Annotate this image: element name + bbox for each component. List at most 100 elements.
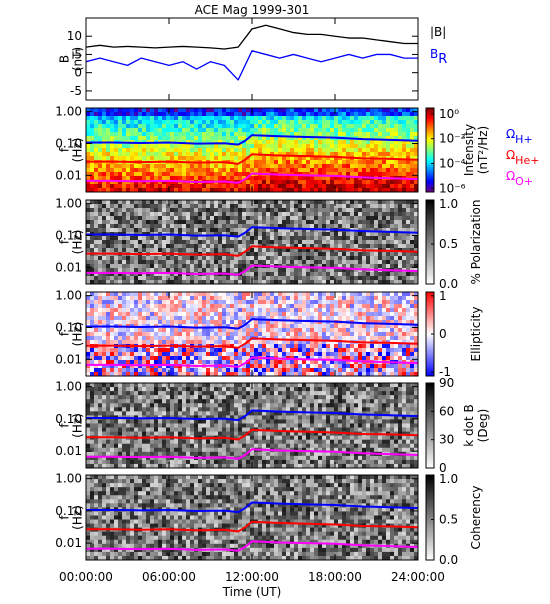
spectrogram-cell bbox=[274, 352, 278, 356]
spectrogram-cell bbox=[142, 228, 146, 232]
spectrogram-cell bbox=[130, 276, 134, 280]
spectrogram-cell bbox=[186, 276, 190, 280]
spectrogram-cell bbox=[158, 240, 162, 244]
spectrogram-cell bbox=[310, 368, 314, 372]
spectrogram-cell bbox=[110, 348, 114, 352]
spectrogram-cell bbox=[302, 308, 306, 312]
spectrogram-cell bbox=[330, 260, 334, 264]
spectrogram-cell bbox=[130, 200, 134, 204]
spectrogram-cell bbox=[294, 344, 298, 348]
spectrogram-cell bbox=[122, 348, 126, 352]
spectrogram-cell bbox=[314, 108, 318, 112]
spectrogram-cell bbox=[90, 244, 94, 248]
spectrogram-cell bbox=[130, 332, 134, 336]
spectrogram-cell bbox=[214, 332, 218, 336]
spectrogram-cell bbox=[262, 124, 266, 128]
spectrogram-cell bbox=[354, 152, 358, 156]
spectrogram-cell bbox=[166, 236, 170, 240]
spectrogram-cell bbox=[114, 340, 118, 344]
spectrogram-cell bbox=[90, 296, 94, 300]
spectrogram-cell bbox=[326, 180, 330, 184]
spectrogram-cell bbox=[354, 184, 358, 188]
spectrogram-cell bbox=[242, 308, 246, 312]
spectrogram-cell bbox=[98, 356, 102, 360]
spectrogram-cell bbox=[130, 116, 134, 120]
spectrogram-cell bbox=[86, 168, 90, 172]
spectrogram-cell bbox=[362, 212, 366, 216]
spectrogram-cell bbox=[346, 144, 350, 148]
spectrogram-cell bbox=[202, 144, 206, 148]
spectrogram-cell bbox=[134, 356, 138, 360]
spectrogram-cell bbox=[186, 152, 190, 156]
spectrogram-cell bbox=[366, 232, 370, 236]
spectrogram-cell bbox=[390, 200, 394, 204]
spectrogram-cell bbox=[242, 244, 246, 248]
spectrogram-cell bbox=[290, 200, 294, 204]
spectrogram-cell bbox=[126, 316, 130, 320]
spectrogram-cell bbox=[270, 168, 274, 172]
spectrogram-cell bbox=[142, 120, 146, 124]
spectrogram-cell bbox=[382, 276, 386, 280]
spectrogram-cell bbox=[110, 112, 114, 116]
spectrogram-cell bbox=[94, 216, 98, 220]
spectrogram-cell bbox=[222, 340, 226, 344]
spectrogram-cell bbox=[230, 316, 234, 320]
spectrogram-cell bbox=[246, 216, 250, 220]
spectrogram-cell bbox=[154, 336, 158, 340]
spectrogram-cell bbox=[242, 236, 246, 240]
spectrogram-cell bbox=[366, 152, 370, 156]
spectrogram-cell bbox=[222, 296, 226, 300]
spectrogram-cell bbox=[226, 228, 230, 232]
spectrogram-cell bbox=[246, 292, 250, 296]
spectrogram-cell bbox=[138, 240, 142, 244]
spectrogram-cell bbox=[294, 120, 298, 124]
spectrogram-cell bbox=[390, 128, 394, 132]
spectrogram-cell bbox=[146, 312, 150, 316]
spectrogram-cell bbox=[318, 120, 322, 124]
spectrogram-cell bbox=[118, 148, 122, 152]
spectrogram-cell bbox=[390, 160, 394, 164]
spectrogram-cell bbox=[150, 356, 154, 360]
spectrogram-cell bbox=[174, 212, 178, 216]
spectrogram-cell bbox=[326, 132, 330, 136]
spectrogram-cell bbox=[390, 172, 394, 176]
spectrogram-cell bbox=[214, 120, 218, 124]
spectrogram-cell bbox=[118, 304, 122, 308]
spectrogram-cell bbox=[214, 136, 218, 140]
spectrogram-cell bbox=[402, 128, 406, 132]
spectrogram-cell bbox=[266, 108, 270, 112]
spectrogram-cell bbox=[226, 156, 230, 160]
spectrogram-cell bbox=[158, 184, 162, 188]
spectrogram-cell bbox=[86, 368, 90, 372]
spectrogram-cell bbox=[262, 160, 266, 164]
spectrogram-cell bbox=[230, 368, 234, 372]
spectrogram-cell bbox=[410, 252, 414, 256]
spectrogram-cell bbox=[270, 296, 274, 300]
spectrogram-cell bbox=[254, 148, 258, 152]
spectrogram-cell bbox=[322, 132, 326, 136]
spectrogram-cell bbox=[142, 116, 146, 120]
spectrogram-cell bbox=[378, 216, 382, 220]
spectrogram-cell bbox=[130, 112, 134, 116]
spectrogram-cell bbox=[154, 124, 158, 128]
spectrogram-cell bbox=[278, 168, 282, 172]
spectrogram-cell bbox=[294, 160, 298, 164]
spectrogram-cell bbox=[278, 292, 282, 296]
spectrogram-cell bbox=[230, 276, 234, 280]
spectrogram-cell bbox=[214, 236, 218, 240]
spectrogram-cell bbox=[278, 268, 282, 272]
spectrogram-cell bbox=[366, 208, 370, 212]
spectrogram-cell bbox=[106, 212, 110, 216]
spectrogram-cell bbox=[146, 152, 150, 156]
spectrogram-cell bbox=[178, 328, 182, 332]
spectrogram-cell bbox=[150, 208, 154, 212]
spectrogram-cell bbox=[262, 208, 266, 212]
spectrogram-cell bbox=[210, 296, 214, 300]
spectrogram-cell bbox=[86, 236, 90, 240]
spectrogram-cell bbox=[134, 172, 138, 176]
spectrogram-cell bbox=[98, 256, 102, 260]
spectrogram-cell bbox=[190, 268, 194, 272]
spectrogram-cell bbox=[358, 124, 362, 128]
spectrogram-cell bbox=[146, 164, 150, 168]
spectrogram-cell bbox=[162, 312, 166, 316]
